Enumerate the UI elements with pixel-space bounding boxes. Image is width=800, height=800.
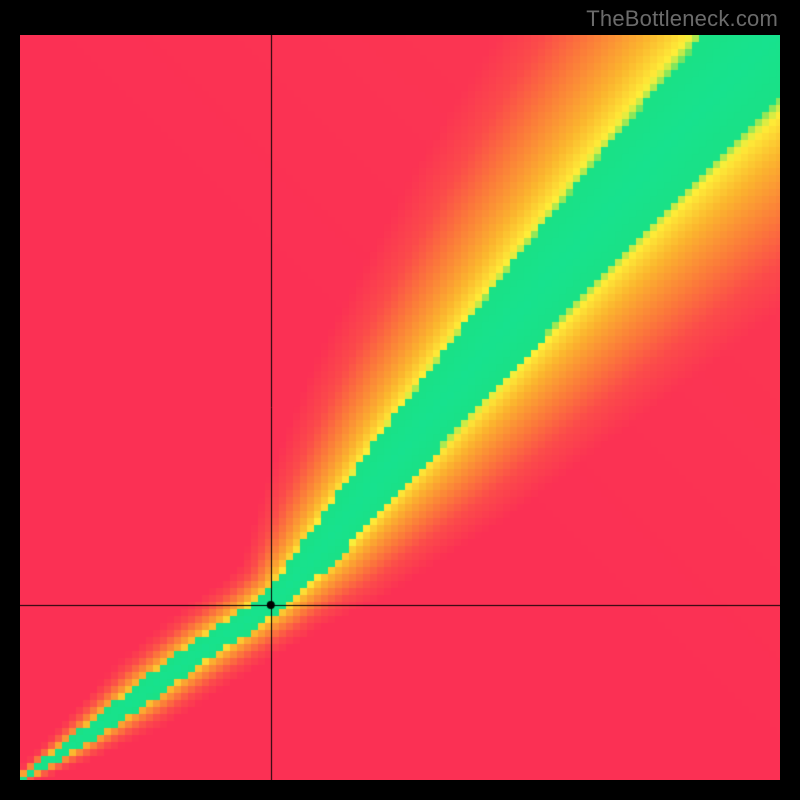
bottleneck-heatmap [20, 35, 780, 780]
watermark-text: TheBottleneck.com [586, 6, 778, 32]
